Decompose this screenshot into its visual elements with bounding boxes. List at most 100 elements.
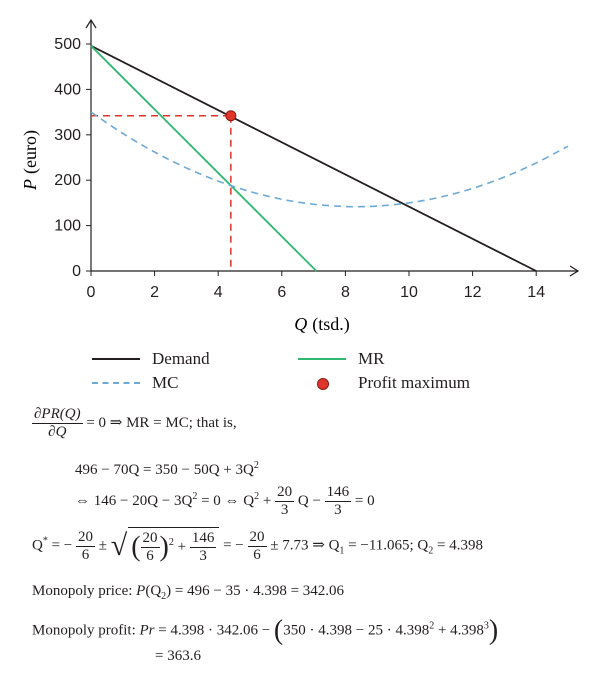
paren: ) [488, 615, 499, 646]
equation-text: = 0 ⇔ Q [201, 492, 255, 509]
equation-line-6: Monopoly profit: Pr = 4.398 · 342.06 − (… [32, 617, 498, 645]
fraction-numerator: 20 [275, 484, 295, 502]
superscript: 2 [168, 536, 174, 548]
equation-text: = 0 ⇒ MR = MC; that is, [86, 414, 237, 431]
equation-line-2: 496 − 70Q = 350 − 50Q + 3Q2 [75, 460, 259, 479]
x-tick-label: 10 [400, 284, 418, 301]
fraction-denominator: 6 [146, 548, 154, 564]
axis-labels: Q (tsd.) P(euro) [20, 130, 350, 335]
y-tick-label: 400 [54, 81, 81, 98]
equation-line-4: Q* = − 20 6 ± √(20 6)2 + 146 3 = − 20 6 ± 7.… [32, 527, 483, 565]
legend-item-mr: MR [298, 349, 384, 369]
fraction-denominator: 6 [81, 546, 90, 563]
equation-text: + [177, 538, 187, 555]
legend-label-mc: MC [152, 373, 179, 392]
subscript: 2 [428, 545, 434, 557]
fraction-denominator: 6 [253, 546, 261, 563]
x-tick-label: 14 [527, 284, 545, 301]
x-tick-label: 2 [150, 284, 159, 301]
fraction-denominator: 3 [334, 502, 342, 518]
equation-text: Pr [139, 622, 155, 639]
x-axis-label: Q (tsd.) [294, 314, 350, 335]
legend-item-demand: Demand [92, 349, 210, 369]
fraction-denominator: ∂Q [48, 424, 67, 440]
fraction-denominator: 3 [199, 548, 207, 564]
profit-max-guides [91, 114, 232, 271]
profit-maximum-point [225, 110, 237, 122]
x-tick-label: 4 [214, 284, 223, 301]
y-tick-label: 0 [72, 263, 81, 280]
equation-text: = −11.065; Q [348, 537, 429, 554]
y-tick-label: 200 [54, 172, 81, 189]
equation-text: ) = 496 − 35 · 4.398 = 342.06 [166, 583, 345, 599]
equation-line-7: = 363.6 [155, 648, 201, 665]
legend-item-profit: Profit maximum [298, 373, 470, 393]
superscript: 3 [483, 620, 489, 632]
x-tick-label: 12 [464, 284, 482, 301]
fraction: 20 6 [76, 528, 96, 564]
y-axis-label: P(euro) [20, 130, 41, 191]
equation-label: Monopoly price: [32, 583, 133, 599]
equation-text: = 4.398 · 342.06 − [158, 622, 271, 639]
y-tick-label: 100 [54, 218, 81, 235]
superscript: 2 [254, 490, 260, 502]
paren: ) [159, 531, 169, 563]
equation-text: P [136, 583, 146, 599]
superscript: 2 [253, 460, 259, 471]
equation-text: Q − [297, 492, 321, 509]
fraction-numerator: ∂PR(Q) [32, 406, 83, 424]
equation-text: Q [32, 537, 43, 554]
equation-text: ± 7.73 ⇒ Q [270, 537, 340, 554]
y-axis-arrow [85, 18, 97, 29]
legend-swatch-profit [298, 377, 346, 390]
x-tick-label: 6 [277, 284, 286, 301]
equation-text: ± [98, 537, 107, 554]
x-axis-arrow [569, 265, 580, 277]
series-line-demand [90, 45, 537, 272]
legend-label-mr: MR [358, 349, 385, 368]
sqrt-sign: √ [110, 529, 128, 562]
legend-swatch-demand [92, 358, 140, 360]
equation-text: = 4.398 [437, 537, 483, 554]
equation-label: Monopoly profit: [32, 622, 136, 639]
fraction-numerator: 20 [247, 528, 267, 547]
fraction: 20 6 [247, 528, 267, 564]
y-tick-label: 500 [54, 36, 81, 53]
x-tick-label: 0 [87, 284, 96, 301]
equation-text: ⇔ 146 − 20Q − 3Q [75, 492, 193, 509]
legend-item-mc: MC [92, 373, 178, 393]
equation-line-3: ⇔ 146 − 20Q − 3Q2 = 0 ⇔ Q2 + 20 3 Q − 146… [75, 484, 375, 519]
fraction-numerator: 20 [76, 528, 96, 547]
equation-text: = 0 [354, 492, 375, 509]
equation-text: 496 − 70Q = 350 − 50Q + 3Q [75, 462, 254, 478]
legend-label-demand: Demand [152, 349, 210, 368]
equation-line-5: Monopoly price: P(Q2) = 496 − 35 · 4.398… [32, 583, 344, 602]
equation-text: = − [223, 537, 244, 554]
fraction-denominator: 3 [280, 502, 289, 518]
equation-line-1: ∂PR(Q) ∂Q = 0 ⇒ MR = MC; that is, [32, 406, 237, 441]
equation-text: + 4.398 [437, 622, 484, 639]
fraction-numerator: 146 [189, 530, 217, 548]
fraction: 146 3 [189, 530, 217, 565]
superscript: 2 [192, 490, 198, 502]
series-line-mc [90, 111, 569, 208]
y-axis: 0 100 200 300 400 500 [54, 18, 97, 280]
chart: 0 100 200 300 400 500 0 2 4 6 8 10 12 14 Q (tsd.) P(e… [20, 18, 580, 335]
fraction-numerator: 20 [140, 530, 160, 548]
legend-label-profit: Profit maximum [358, 373, 470, 392]
x-axis: 0 2 4 6 8 10 12 14 [87, 265, 580, 301]
y-tick-label: 300 [54, 127, 81, 144]
superscript: 2 [429, 620, 435, 632]
equation-text: = − [51, 537, 73, 554]
series-group [90, 45, 569, 272]
legend-swatch-mr [298, 358, 346, 360]
paren: ( [273, 615, 284, 646]
fraction: 20 3 [275, 484, 295, 519]
paren: ( [131, 531, 141, 563]
subscript: 1 [339, 545, 345, 557]
superscript: * [42, 535, 48, 547]
equation-text: 350 · 4.398 − 25 · 4.398 [283, 622, 430, 639]
fraction: 146 3 [324, 484, 352, 519]
fraction: 20 6 [140, 530, 160, 565]
legend-swatch-mc [92, 382, 140, 384]
